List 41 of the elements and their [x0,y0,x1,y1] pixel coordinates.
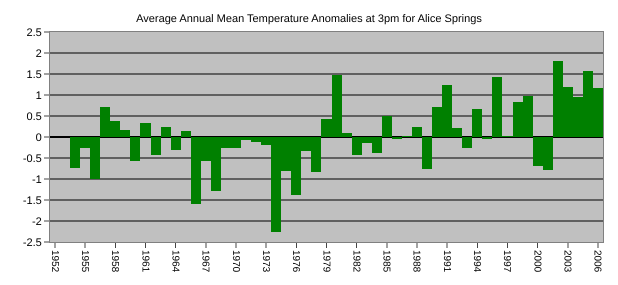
y-tick-label: -1 [32,174,42,186]
y-tick-label: -2.5 [22,236,42,249]
bar [472,109,482,137]
bar [171,137,181,150]
x-tick-label: 1958 [109,250,120,273]
x-tick-label: 1964 [169,250,180,273]
x-tick-label: 1982 [350,250,362,273]
bar [462,137,472,148]
bar [130,137,140,161]
x-tick-label: 1952 [48,250,60,273]
y-tick-label: -2 [32,216,42,228]
x-tick-label: 1967 [200,250,211,273]
x-tick-label: 1973 [260,250,271,273]
x-tick-label: 1955 [78,250,90,273]
bar [161,127,171,137]
y-tick-label: 1.5 [26,68,42,81]
x-tick-label: 1988 [410,250,422,273]
x-tick-label: 1991 [440,250,452,273]
y-tick-label: 2 [36,48,42,60]
y-tick-label: -1.5 [22,194,42,207]
x-tick-label: 1961 [139,250,150,273]
y-tick-label: 2.5 [26,26,42,39]
x-tick-label: 1970 [230,250,241,273]
x-tick-label: 1979 [320,250,332,273]
chart-title: Average Annual Mean Temperature Anomalies at 3pm for Alice Springs [136,12,482,25]
bar [422,137,432,169]
bar [181,131,191,137]
y-tick-label: 0 [36,132,42,144]
y-tick-label: -0.5 [22,152,42,165]
y-tick-label: 1 [36,90,42,102]
y-tick-label: 0.5 [26,110,42,123]
x-tick-label: 1976 [290,250,302,273]
bar [151,137,161,155]
x-tick-label: 1997 [501,250,512,273]
bar [140,123,151,137]
x-tick-label: 2003 [562,250,573,273]
x-tick-label: 1985 [380,250,392,273]
x-tick-label: 2000 [531,250,542,273]
x-tick-label: 1994 [471,250,482,273]
bar [382,116,392,137]
x-tick-label: 2006 [592,250,603,273]
